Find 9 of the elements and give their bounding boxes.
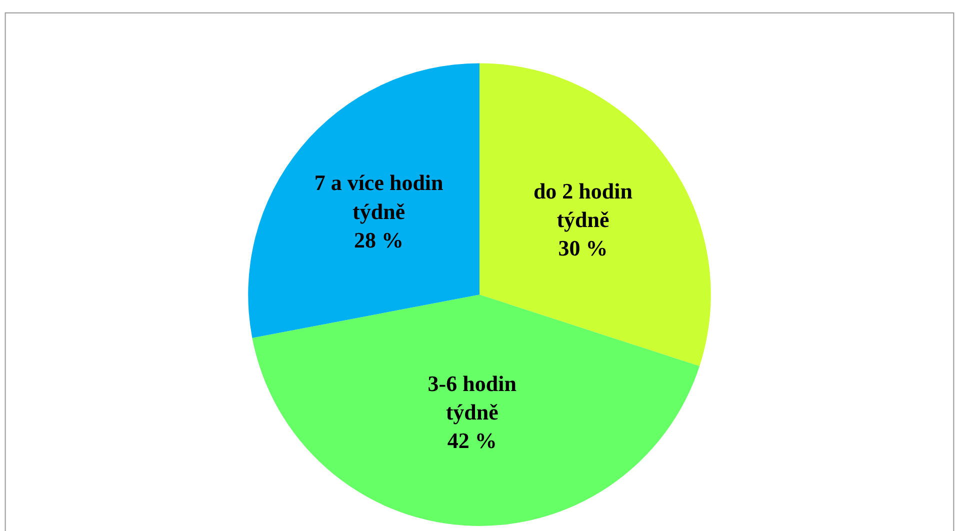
slice-label: 3-6 hodin týdně bbox=[428, 370, 516, 424]
pie-slice bbox=[480, 63, 710, 366]
slice-label: 7 a více hodin týdně bbox=[314, 170, 444, 224]
data-label: 30 % bbox=[558, 236, 608, 261]
pie-slice bbox=[252, 294, 700, 526]
pie-slice bbox=[248, 63, 480, 338]
slice-label: do 2 hodin týdně bbox=[533, 178, 633, 232]
data-label: 42 % bbox=[447, 428, 497, 453]
data-label: 28 % bbox=[354, 227, 404, 252]
